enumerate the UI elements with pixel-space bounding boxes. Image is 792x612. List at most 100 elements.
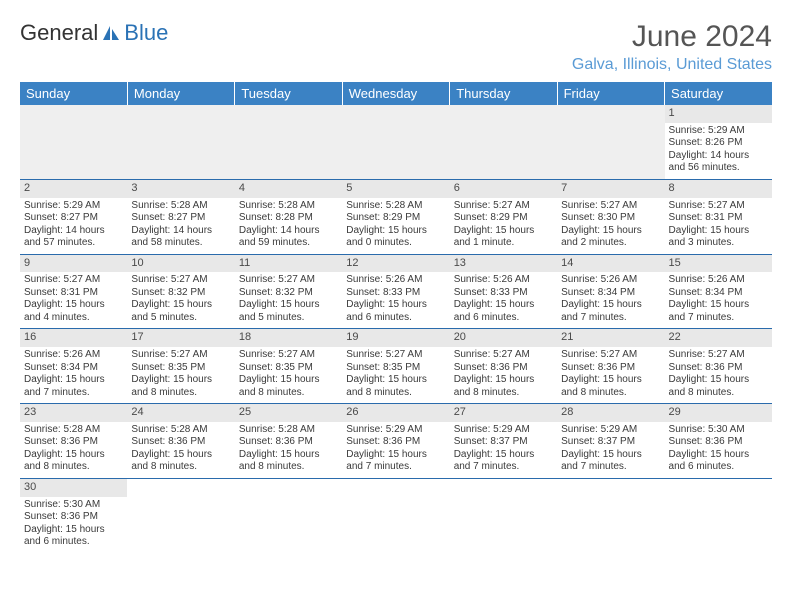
header: GeneralBlue June 2024 Galva, Illinois, U… <box>20 20 772 74</box>
title-block: June 2024 Galva, Illinois, United States <box>572 20 772 74</box>
sunrise-line: Sunrise: 5:30 AM <box>24 499 123 512</box>
day-number: 10 <box>127 255 234 273</box>
calendar-cell <box>665 478 772 552</box>
sunrise-line: Sunrise: 5:28 AM <box>131 424 230 437</box>
weekday-header: Tuesday <box>235 82 342 105</box>
sunrise-line: Sunrise: 5:26 AM <box>24 349 123 362</box>
sunrise-line: Sunrise: 5:29 AM <box>24 200 123 213</box>
sunrise-line: Sunrise: 5:27 AM <box>454 349 553 362</box>
day-number: 30 <box>20 479 127 497</box>
daylight-line: Daylight: 15 hours and 1 minute. <box>454 225 553 250</box>
daylight-line: Daylight: 15 hours and 8 minutes. <box>346 374 445 399</box>
sunset-line: Sunset: 8:35 PM <box>131 362 230 375</box>
sunrise-line: Sunrise: 5:27 AM <box>454 200 553 213</box>
sunset-line: Sunset: 8:32 PM <box>131 287 230 300</box>
daylight-line: Daylight: 14 hours and 56 minutes. <box>669 150 768 175</box>
weekday-header: Monday <box>127 82 234 105</box>
calendar-cell: 28 Sunrise: 5:29 AMSunset: 8:37 PMDayligh… <box>557 404 664 479</box>
daylight-line: Daylight: 15 hours and 6 minutes. <box>24 524 123 549</box>
day-number: 27 <box>450 404 557 422</box>
day-number: 9 <box>20 255 127 273</box>
sunset-line: Sunset: 8:35 PM <box>346 362 445 375</box>
sunset-line: Sunset: 8:36 PM <box>669 362 768 375</box>
sunrise-line: Sunrise: 5:29 AM <box>669 125 768 138</box>
sunset-line: Sunset: 8:32 PM <box>239 287 338 300</box>
sunrise-line: Sunrise: 5:26 AM <box>561 274 660 287</box>
calendar-cell: 5Sunrise: 5:28 AMSunset: 8:29 PMDaylight… <box>342 179 449 254</box>
day-number: 23 <box>20 404 127 422</box>
sunrise-line: Sunrise: 5:28 AM <box>24 424 123 437</box>
daylight-line: Daylight: 15 hours and 8 minutes. <box>454 374 553 399</box>
calendar-cell <box>557 105 664 179</box>
sunrise-line: Sunrise: 5:27 AM <box>239 274 338 287</box>
day-number: 16 <box>20 329 127 347</box>
sail-icon <box>101 24 121 42</box>
sunset-line: Sunset: 8:37 PM <box>561 436 660 449</box>
calendar-cell: 12Sunrise: 5:26 AMSunset: 8:33 PMDayligh… <box>342 254 449 329</box>
sunrise-line: Sunrise: 5:27 AM <box>346 349 445 362</box>
daylight-line: Daylight: 14 hours and 59 minutes. <box>239 225 338 250</box>
calendar-cell: 29Sunrise: 5:30 AMSunset: 8:36 PMDayligh… <box>665 404 772 479</box>
daylight-line: Daylight: 15 hours and 8 minutes. <box>24 449 123 474</box>
calendar-cell <box>20 105 127 179</box>
sunrise-line: Sunrise: 5:28 AM <box>131 200 230 213</box>
sunset-line: Sunset: 8:36 PM <box>454 362 553 375</box>
weekday-header: Sunday <box>20 82 127 105</box>
calendar-cell: 2Sunrise: 5:29 AMSunset: 8:27 PMDaylight… <box>20 179 127 254</box>
month-title: June 2024 <box>572 20 772 54</box>
day-number: 29 <box>665 404 772 422</box>
day-number: 21 <box>557 329 664 347</box>
sunrise-line: Sunrise: 5:27 AM <box>131 274 230 287</box>
sunset-line: Sunset: 8:36 PM <box>131 436 230 449</box>
day-number: 7 <box>557 180 664 198</box>
calendar-cell: 30 Sunrise: 5:30 AMSunset: 8:36 PMDayligh… <box>20 478 127 552</box>
calendar-cell: 15Sunrise: 5:26 AMSunset: 8:34 PMDayligh… <box>665 254 772 329</box>
day-number: 28 <box>557 404 664 422</box>
daylight-line: Daylight: 15 hours and 7 minutes. <box>346 449 445 474</box>
day-number: 6 <box>450 180 557 198</box>
calendar-cell <box>342 105 449 179</box>
sunset-line: Sunset: 8:36 PM <box>669 436 768 449</box>
weekday-header: Wednesday <box>342 82 449 105</box>
calendar-cell <box>235 478 342 552</box>
calendar-row: 9Sunrise: 5:27 AMSunset: 8:31 PMDaylight… <box>20 254 772 329</box>
calendar-body: 1Sunrise: 5:29 AMSunset: 8:26 PMDaylight… <box>20 105 772 553</box>
daylight-line: Daylight: 15 hours and 5 minutes. <box>239 299 338 324</box>
sunrise-line: Sunrise: 5:29 AM <box>561 424 660 437</box>
daylight-line: Daylight: 15 hours and 6 minutes. <box>454 299 553 324</box>
calendar-cell <box>342 478 449 552</box>
calendar-row: 1Sunrise: 5:29 AMSunset: 8:26 PMDaylight… <box>20 105 772 179</box>
sunset-line: Sunset: 8:36 PM <box>346 436 445 449</box>
daylight-line: Daylight: 15 hours and 8 minutes. <box>239 449 338 474</box>
calendar-cell: 11Sunrise: 5:27 AMSunset: 8:32 PMDayligh… <box>235 254 342 329</box>
calendar-cell: 26Sunrise: 5:29 AMSunset: 8:36 PMDayligh… <box>342 404 449 479</box>
sunset-line: Sunset: 8:36 PM <box>24 511 123 524</box>
sunrise-line: Sunrise: 5:27 AM <box>669 200 768 213</box>
day-number: 1 <box>665 105 772 123</box>
daylight-line: Daylight: 14 hours and 58 minutes. <box>131 225 230 250</box>
sunrise-line: Sunrise: 5:27 AM <box>24 274 123 287</box>
calendar-cell: 3Sunrise: 5:28 AMSunset: 8:27 PMDaylight… <box>127 179 234 254</box>
sunset-line: Sunset: 8:34 PM <box>561 287 660 300</box>
calendar-cell <box>450 478 557 552</box>
calendar-cell: 18Sunrise: 5:27 AMSunset: 8:35 PMDayligh… <box>235 329 342 404</box>
calendar-cell <box>450 105 557 179</box>
sunset-line: Sunset: 8:31 PM <box>669 212 768 225</box>
calendar-cell: 27Sunrise: 5:29 AMSunset: 8:37 PMDayligh… <box>450 404 557 479</box>
day-number: 20 <box>450 329 557 347</box>
sunset-line: Sunset: 8:35 PM <box>239 362 338 375</box>
calendar-cell <box>557 478 664 552</box>
sunset-line: Sunset: 8:34 PM <box>24 362 123 375</box>
daylight-line: Daylight: 15 hours and 7 minutes. <box>561 449 660 474</box>
sunrise-line: Sunrise: 5:29 AM <box>346 424 445 437</box>
calendar-cell: 25Sunrise: 5:28 AMSunset: 8:36 PMDayligh… <box>235 404 342 479</box>
sunrise-line: Sunrise: 5:27 AM <box>561 349 660 362</box>
daylight-line: Daylight: 15 hours and 7 minutes. <box>24 374 123 399</box>
calendar-row: 30 Sunrise: 5:30 AMSunset: 8:36 PMDayligh… <box>20 478 772 552</box>
sunrise-line: Sunrise: 5:28 AM <box>239 200 338 213</box>
calendar-cell: 16 Sunrise: 5:26 AMSunset: 8:34 PMDayligh… <box>20 329 127 404</box>
calendar-cell: 23Sunrise: 5:28 AMSunset: 8:36 PMDayligh… <box>20 404 127 479</box>
sunset-line: Sunset: 8:27 PM <box>24 212 123 225</box>
daylight-line: Daylight: 15 hours and 7 minutes. <box>454 449 553 474</box>
daylight-line: Daylight: 15 hours and 4 minutes. <box>24 299 123 324</box>
